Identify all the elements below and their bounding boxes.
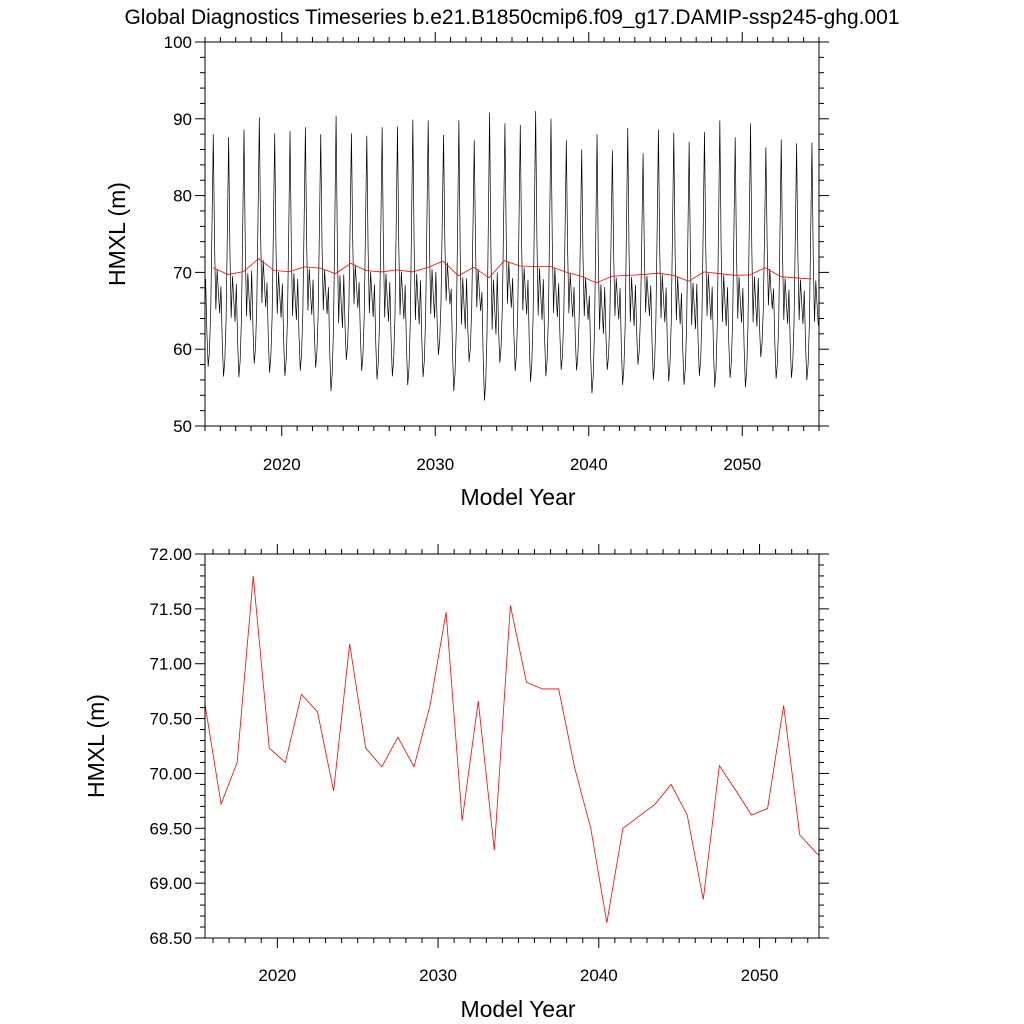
y-tick-label: 80 [173, 187, 192, 206]
plot-frame [204, 553, 820, 939]
chart-title: Global Diagnostics Timeseries b.e21.B185… [124, 6, 899, 29]
y-tick-label: 69.00 [149, 874, 192, 893]
y-tick-label: 68.50 [149, 929, 192, 948]
y-tick-label: 72.00 [149, 545, 192, 564]
annual-mean-series-line [205, 575, 819, 923]
y-tick-label: 90 [173, 110, 192, 129]
x-tick-label: 2040 [580, 966, 618, 985]
annual-mean-series-line [212, 258, 812, 284]
y-axis-title: HMXL (m) [83, 694, 109, 798]
bottom-panel-annual-mean: 2020 2030 2040 2050 68.50 69.00 69.50 70.00 70.5… [83, 544, 829, 1022]
plot-area [205, 111, 819, 401]
x-tick-label: 2040 [570, 455, 608, 474]
y-tick-label: 70 [173, 263, 192, 282]
x-tick-label: 2050 [741, 966, 779, 985]
y-tick-label: 100 [164, 33, 192, 52]
x-tick-label: 2020 [263, 455, 301, 474]
y-axis-title: HMXL (m) [104, 182, 130, 286]
y-tick-label: 50 [173, 417, 192, 436]
x-tick-label: 2020 [258, 966, 296, 985]
y-tick-label: 71.50 [149, 600, 192, 619]
y-tick-label: 70.00 [149, 764, 192, 783]
x-tick-label: 2030 [416, 455, 454, 474]
monthly-series-line [205, 111, 819, 401]
y-tick-label: 60 [173, 340, 192, 359]
plot-area [205, 575, 819, 923]
x-tick-label: 2050 [723, 455, 761, 474]
x-axis-title: Model Year [460, 484, 575, 510]
plot-frame [204, 41, 820, 427]
y-tick-label: 71.00 [149, 655, 192, 674]
y-tick-label: 70.50 [149, 710, 192, 729]
x-axis-title: Model Year [460, 996, 575, 1022]
x-tick-label: 2030 [419, 966, 457, 985]
y-tick-label: 69.50 [149, 819, 192, 838]
top-panel-timeseries: 2020 2030 2040 2050 50 60 70 80 90 100 Model Year H… [104, 32, 829, 510]
